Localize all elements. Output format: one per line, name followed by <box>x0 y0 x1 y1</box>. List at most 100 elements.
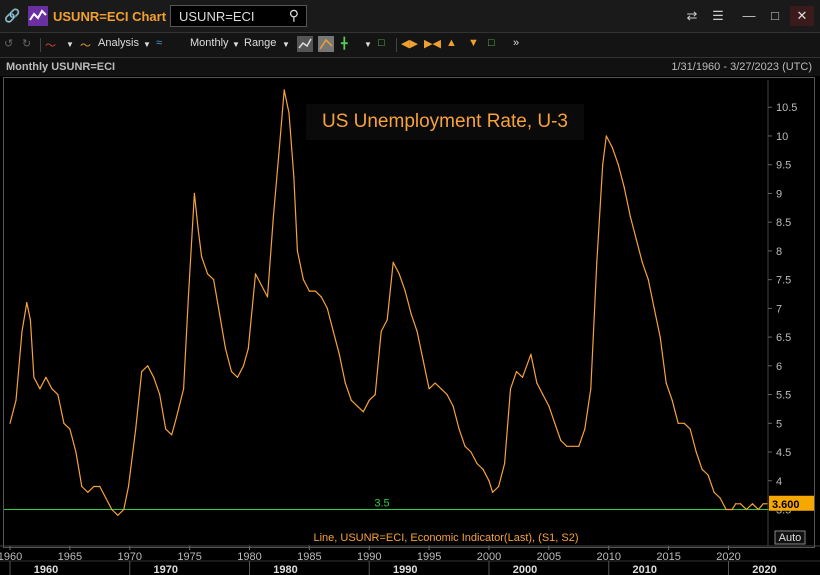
data-point[interactable] <box>260 284 263 286</box>
menu-icon[interactable]: ☰ <box>712 8 724 23</box>
data-point[interactable] <box>536 382 538 384</box>
data-point[interactable] <box>605 135 607 137</box>
data-point[interactable] <box>611 146 613 149</box>
line-style-icon[interactable]: 〜 <box>45 40 56 52</box>
data-point[interactable] <box>187 296 190 298</box>
data-point[interactable] <box>183 388 185 390</box>
data-point[interactable] <box>326 307 328 309</box>
search-icon[interactable]: ⚲ <box>288 7 299 23</box>
data-point[interactable] <box>416 330 418 332</box>
minimize-button[interactable]: — <box>742 8 756 23</box>
data-point[interactable] <box>368 399 370 401</box>
data-point[interactable] <box>212 279 215 281</box>
chevron-down-icon[interactable]: ▼ <box>282 40 290 49</box>
range-button[interactable]: Range <box>244 37 277 49</box>
data-point[interactable] <box>247 348 249 350</box>
data-point[interactable] <box>127 485 130 488</box>
data-point[interactable] <box>69 428 71 430</box>
data-point[interactable] <box>739 503 742 505</box>
data-point[interactable] <box>314 290 316 292</box>
data-point[interactable] <box>560 439 562 442</box>
data-point[interactable] <box>75 451 77 453</box>
data-point[interactable] <box>171 434 173 436</box>
auto-button[interactable] <box>774 530 806 545</box>
data-point[interactable] <box>63 422 65 424</box>
draw-tool-icon[interactable] <box>318 36 334 55</box>
data-point[interactable] <box>434 382 436 384</box>
redo-icon[interactable]: ↻ <box>22 38 32 50</box>
data-point[interactable] <box>470 451 472 453</box>
data-point[interactable] <box>236 376 239 378</box>
data-point[interactable] <box>491 491 494 493</box>
data-point[interactable] <box>141 370 143 373</box>
data-point[interactable] <box>596 261 598 263</box>
data-point[interactable] <box>33 376 35 378</box>
data-point[interactable] <box>123 508 125 511</box>
data-point[interactable] <box>647 279 649 281</box>
data-point[interactable] <box>635 238 637 241</box>
data-point[interactable] <box>153 376 155 378</box>
data-point[interactable] <box>659 336 661 338</box>
search-input-value[interactable]: USUNR=ECI <box>179 9 255 24</box>
data-point[interactable] <box>45 376 47 378</box>
data-point[interactable] <box>751 503 754 505</box>
collapse-horizontal-icon[interactable]: ▶◀ <box>424 38 441 50</box>
data-point[interactable] <box>57 393 59 396</box>
data-point[interactable] <box>440 388 442 390</box>
data-point[interactable] <box>554 422 556 424</box>
data-point[interactable] <box>374 393 376 396</box>
share-icon[interactable]: ⇄ <box>686 8 698 23</box>
data-point[interactable] <box>530 353 532 355</box>
data-point[interactable] <box>707 474 709 476</box>
data-point[interactable] <box>218 313 221 315</box>
data-point[interactable] <box>350 399 352 401</box>
data-point[interactable] <box>302 279 304 281</box>
data-point[interactable] <box>762 503 764 505</box>
data-point[interactable] <box>488 480 490 482</box>
scroll-left-right-icon[interactable]: ◀▶ <box>401 38 418 50</box>
data-point[interactable] <box>344 382 346 384</box>
data-point[interactable] <box>26 302 28 304</box>
data-point[interactable] <box>21 330 23 332</box>
data-point[interactable] <box>224 348 227 350</box>
data-point[interactable] <box>293 175 295 177</box>
data-point[interactable] <box>542 393 544 396</box>
data-point[interactable] <box>308 290 310 292</box>
data-point[interactable] <box>623 187 625 189</box>
fit-icon[interactable]: □ <box>488 37 495 49</box>
data-point[interactable] <box>117 514 119 516</box>
data-point[interactable] <box>719 497 721 499</box>
data-point[interactable] <box>159 393 161 396</box>
data-point[interactable] <box>93 485 95 488</box>
data-point[interactable] <box>81 485 83 488</box>
data-point[interactable] <box>745 508 748 511</box>
data-point[interactable] <box>566 445 568 447</box>
data-point[interactable] <box>590 388 592 390</box>
data-point[interactable] <box>629 215 631 218</box>
data-point[interactable] <box>503 462 506 465</box>
close-button[interactable]: ✕ <box>790 6 814 26</box>
data-point[interactable] <box>671 399 673 401</box>
data-point[interactable] <box>641 261 643 263</box>
data-point[interactable] <box>105 497 107 499</box>
data-point[interactable] <box>584 428 586 430</box>
data-point[interactable] <box>266 296 269 298</box>
data-point[interactable] <box>713 491 715 493</box>
data-point[interactable] <box>464 445 466 447</box>
data-point[interactable] <box>572 445 574 447</box>
data-point[interactable] <box>278 146 281 149</box>
data-point[interactable] <box>111 508 113 511</box>
data-point[interactable] <box>695 451 697 453</box>
data-point[interactable] <box>476 462 478 465</box>
data-point[interactable] <box>386 319 388 321</box>
data-point[interactable] <box>725 508 727 511</box>
data-point[interactable] <box>677 422 679 424</box>
data-point[interactable] <box>602 164 604 166</box>
data-point[interactable] <box>254 273 257 275</box>
scroll-up-down-icon[interactable]: ▲ <box>446 37 457 49</box>
crosshair-icon[interactable]: ╋ <box>341 38 348 50</box>
data-point[interactable] <box>296 250 298 252</box>
data-point[interactable] <box>515 370 518 373</box>
data-point[interactable] <box>482 468 484 470</box>
data-point[interactable] <box>731 508 733 511</box>
